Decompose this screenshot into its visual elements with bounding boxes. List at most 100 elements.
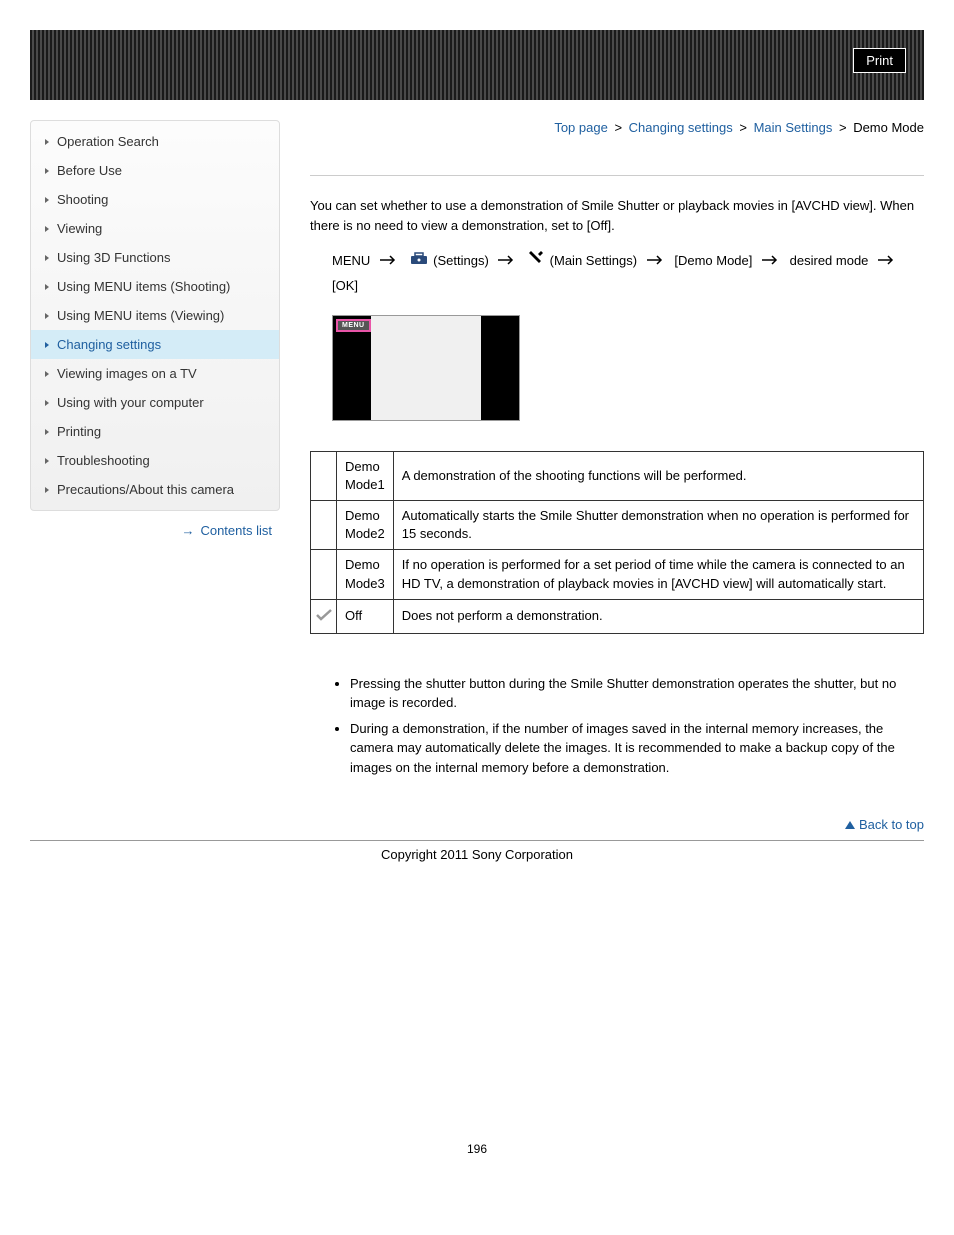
sidebar-item-computer[interactable]: Using with your computer [31,388,279,417]
menu-path-ok: [OK] [332,278,358,293]
intro-text: You can set whether to use a demonstrati… [310,196,924,235]
sidebar-item-label: Viewing images on a TV [57,366,197,381]
sidebar-item-label: Using 3D Functions [57,250,170,265]
caret-icon [45,313,49,319]
check-cell [311,599,337,633]
arrow-right-icon [498,249,516,274]
note-item: During a demonstration, if the number of… [350,719,924,778]
breadcrumb-changing-settings[interactable]: Changing settings [629,120,733,135]
mode-cell: Off [337,599,394,633]
desc-cell: A demonstration of the shooting function… [393,451,923,500]
screenshot-right-bar [481,316,519,420]
contents-list-link[interactable]: → Contents list [30,511,280,538]
desc-cell: Does not perform a demonstration. [393,599,923,633]
sidebar-item-label: Precautions/About this camera [57,482,234,497]
sidebar-item-menu-viewing[interactable]: Using MENU items (Viewing) [31,301,279,330]
print-button[interactable]: Print [853,48,906,73]
mode-cell: Demo Mode3 [337,550,394,599]
options-table: Demo Mode1 A demonstration of the shooti… [310,451,924,634]
breadcrumb-top-page[interactable]: Top page [554,120,608,135]
sidebar-item-viewing[interactable]: Viewing [31,214,279,243]
mode-cell: Demo Mode1 [337,451,394,500]
sidebar-item-label: Changing settings [57,337,161,352]
table-row: Demo Mode1 A demonstration of the shooti… [311,451,924,500]
sidebar-item-operation-search[interactable]: Operation Search [31,127,279,156]
caret-icon [45,458,49,464]
footer-divider [30,840,924,841]
sidebar-item-menu-shooting[interactable]: Using MENU items (Shooting) [31,272,279,301]
back-to-top-label: Back to top [859,817,924,832]
breadcrumb-separator: > [614,120,622,135]
check-icon [315,606,333,626]
caret-icon [45,400,49,406]
table-row: Demo Mode3 If no operation is performed … [311,550,924,599]
note-item: Pressing the shutter button during the S… [350,674,924,713]
caret-icon [45,255,49,261]
settings-toolbox-icon [410,249,428,274]
breadcrumb-separator: > [739,120,747,135]
page-number: 196 [30,1142,924,1156]
caret-icon [45,284,49,290]
breadcrumb-main-settings[interactable]: Main Settings [754,120,833,135]
check-cell [311,451,337,500]
menu-path-main-settings: (Main Settings) [550,253,637,268]
arrow-right-icon [878,249,896,274]
menu-path-settings: (Settings) [433,253,489,268]
sidebar-item-label: Shooting [57,192,108,207]
copyright: Copyright 2011 Sony Corporation [30,847,924,862]
breadcrumb-current: Demo Mode [853,120,924,135]
sidebar-item-label: Using with your computer [57,395,204,410]
back-to-top-link[interactable]: Back to top [310,817,924,832]
camera-screenshot: MENU [332,315,520,421]
breadcrumb: Top page > Changing settings > Main Sett… [310,120,924,135]
menu-badge: MENU [336,319,371,332]
caret-icon [45,197,49,203]
check-cell [311,500,337,549]
sidebar-item-label: Operation Search [57,134,159,149]
sidebar-item-changing-settings[interactable]: Changing settings [31,330,279,359]
caret-icon [45,342,49,348]
mode-cell: Demo Mode2 [337,500,394,549]
sidebar-item-label: Before Use [57,163,122,178]
arrow-right-icon [762,249,780,274]
table-row: Demo Mode2 Automatically starts the Smil… [311,500,924,549]
table-row: Off Does not perform a demonstration. [311,599,924,633]
caret-icon [45,168,49,174]
breadcrumb-separator: > [839,120,847,135]
menu-path-demo-mode: [Demo Mode] [674,253,752,268]
sidebar-item-viewing-tv[interactable]: Viewing images on a TV [31,359,279,388]
section-divider [310,175,924,176]
sidebar-item-before-use[interactable]: Before Use [31,156,279,185]
sidebar-item-3d-functions[interactable]: Using 3D Functions [31,243,279,272]
arrow-right-icon [380,249,398,274]
sidebar-nav: Operation Search Before Use Shooting Vie… [30,120,280,511]
menu-path-menu: MENU [332,253,370,268]
desc-cell: If no operation is performed for a set p… [393,550,923,599]
sidebar-item-troubleshooting[interactable]: Troubleshooting [31,446,279,475]
main-content: Top page > Changing settings > Main Sett… [310,120,924,840]
screenshot-left-bar: MENU [333,316,371,420]
arrow-right-icon: → [181,523,194,538]
menu-path-desired-mode: desired mode [790,253,869,268]
check-cell [311,550,337,599]
caret-icon [45,487,49,493]
sidebar-item-label: Troubleshooting [57,453,150,468]
sidebar-item-label: Using MENU items (Viewing) [57,308,224,323]
caret-icon [45,429,49,435]
caret-icon [45,371,49,377]
sidebar-item-precautions[interactable]: Precautions/About this camera [31,475,279,504]
sidebar-item-printing[interactable]: Printing [31,417,279,446]
arrow-right-icon [647,249,665,274]
up-triangle-icon [845,821,855,829]
sidebar: Operation Search Before Use Shooting Vie… [30,120,280,840]
desc-cell: Automatically starts the Smile Shutter d… [393,500,923,549]
sidebar-item-label: Using MENU items (Shooting) [57,279,230,294]
header-bar: Print [30,30,924,100]
sidebar-item-shooting[interactable]: Shooting [31,185,279,214]
screenshot-center [371,316,481,420]
sidebar-item-label: Viewing [57,221,102,236]
menu-path: MENU (Settings) (Main Settings) [Demo Mo… [332,249,924,299]
notes-list: Pressing the shutter button during the S… [332,674,924,778]
contents-list-label: Contents list [200,523,272,538]
sidebar-item-label: Printing [57,424,101,439]
